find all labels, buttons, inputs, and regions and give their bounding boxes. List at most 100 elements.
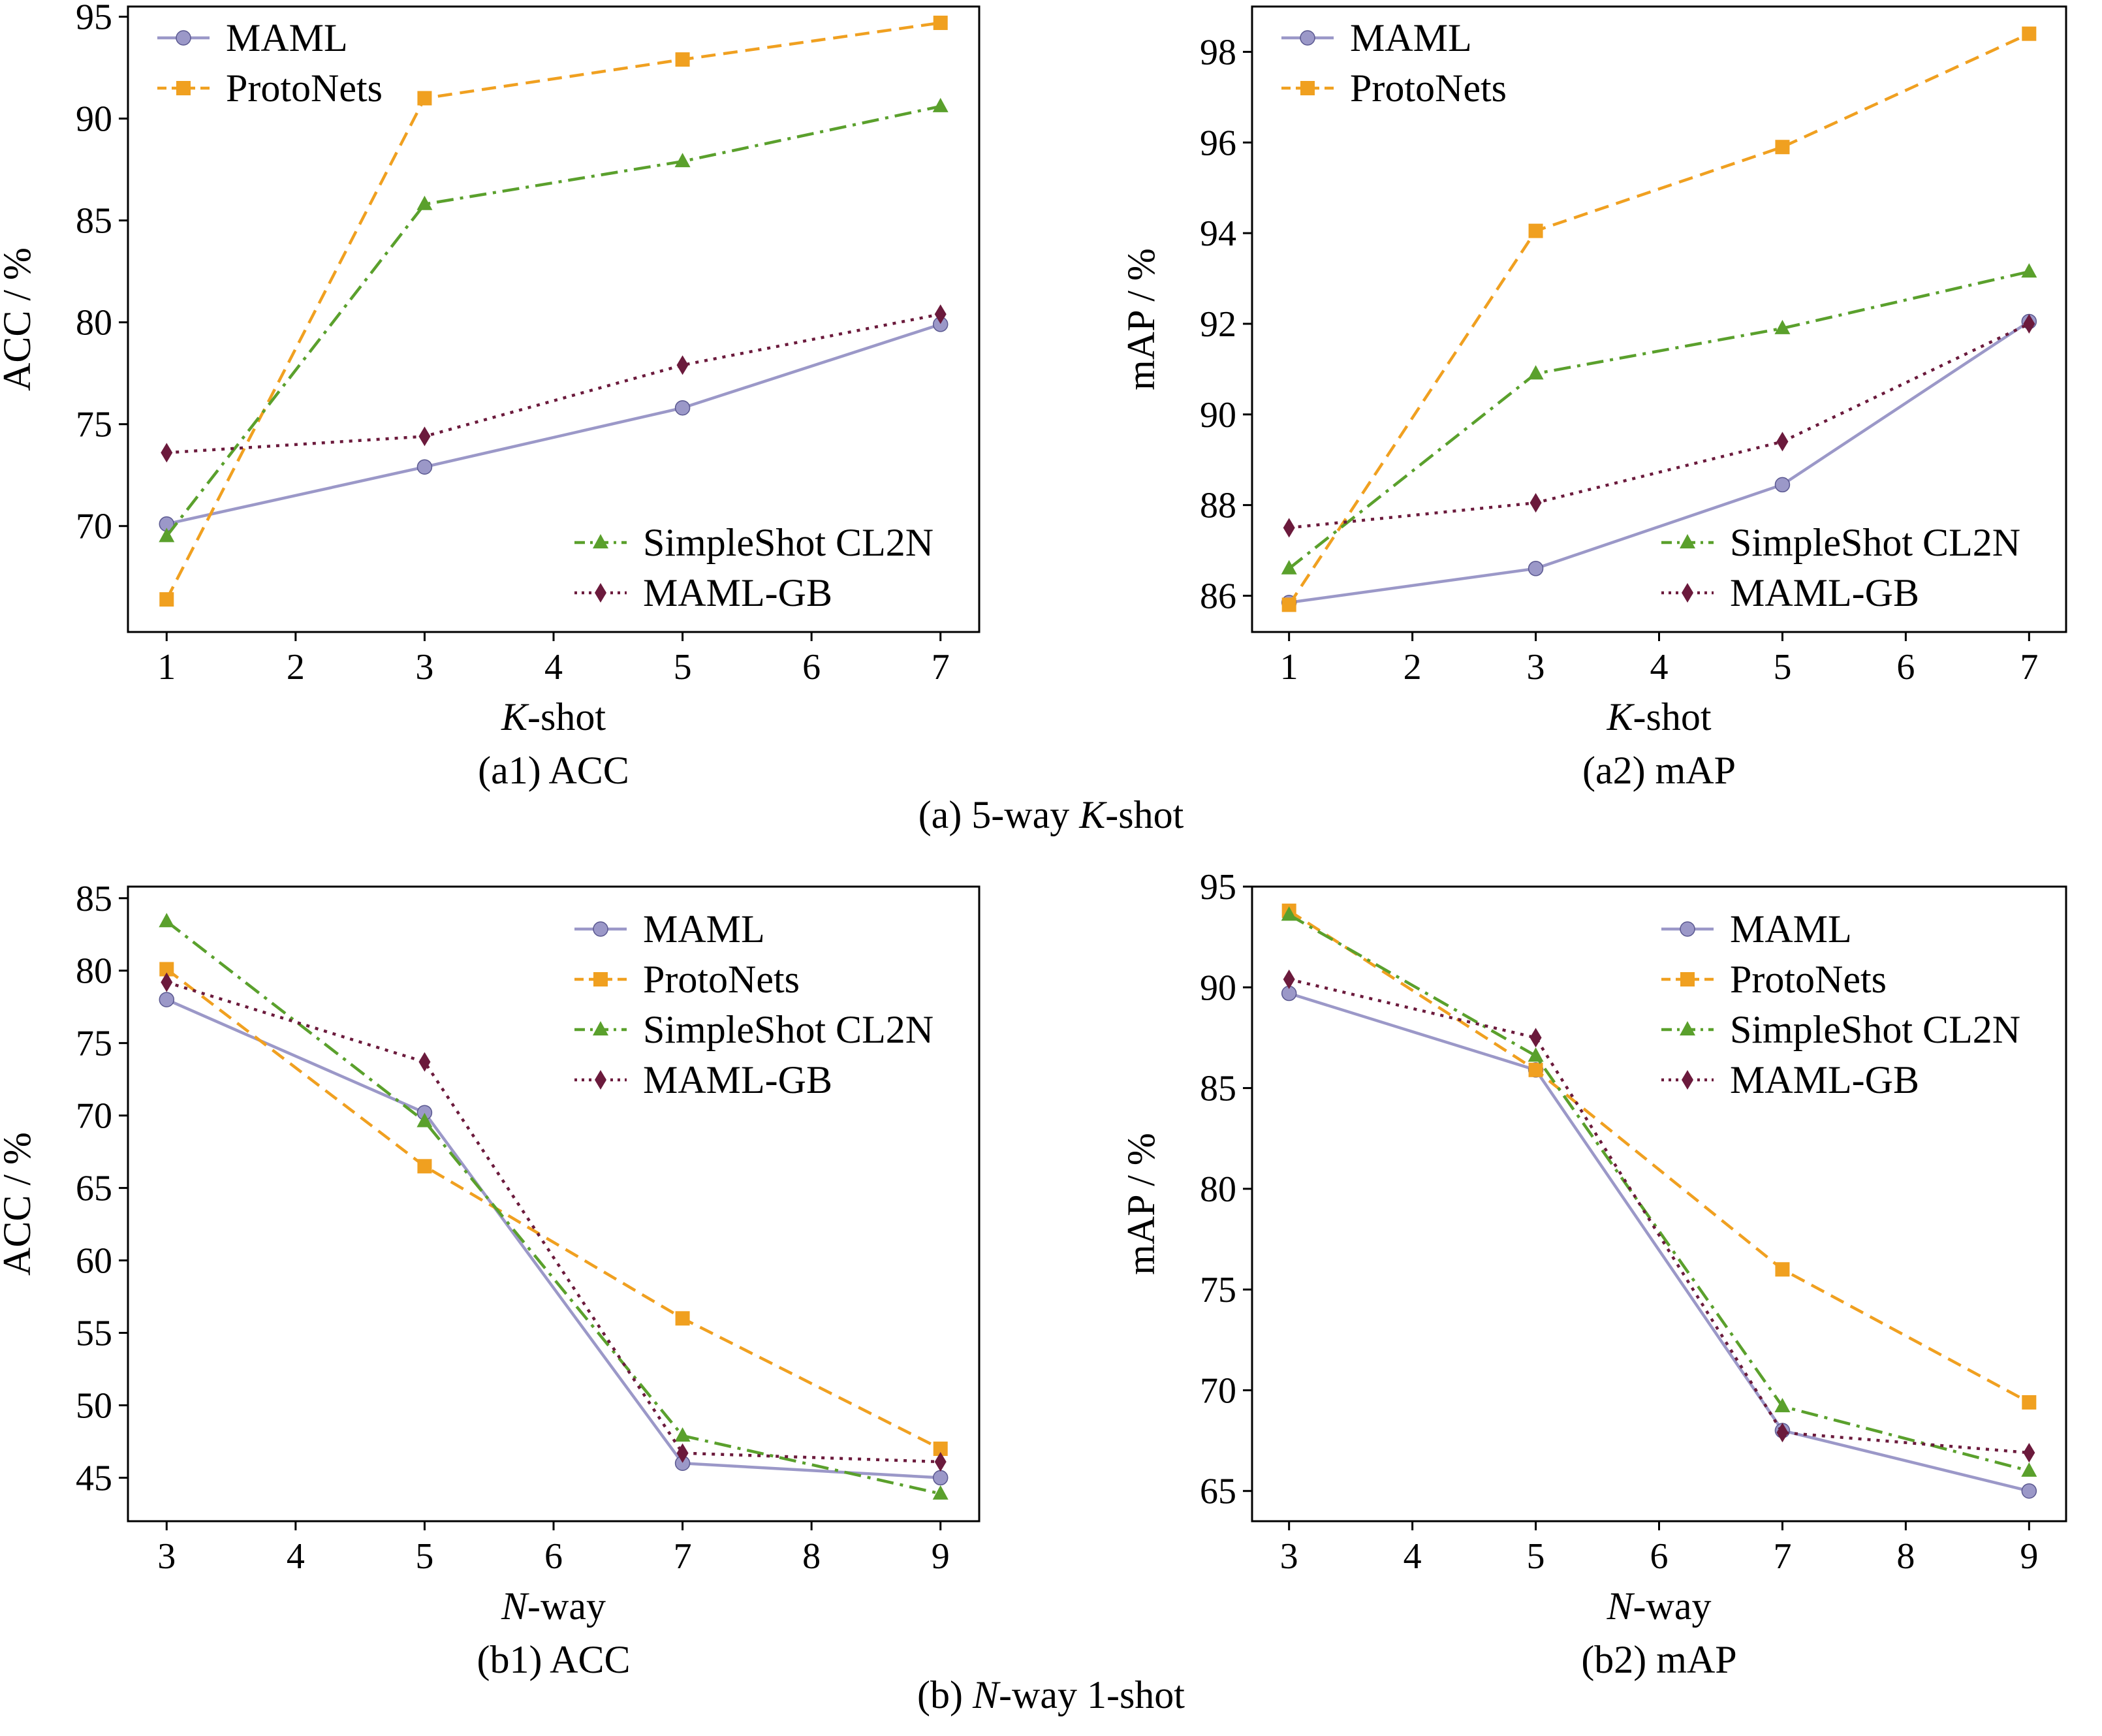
group-caption-prefix: (a) 5-way <box>918 793 1080 836</box>
y-tick-label: 95 <box>1200 867 1236 907</box>
x-tick-label: 4 <box>544 647 563 687</box>
x-tick-label: 5 <box>415 1536 433 1577</box>
data-point <box>159 913 175 928</box>
data-point <box>1776 432 1789 452</box>
x-tick-label: 9 <box>2020 1536 2038 1577</box>
y-tick-label: 88 <box>1200 486 1236 526</box>
legend-label: MAML <box>643 907 765 951</box>
x-axis-label-italic: N <box>501 1585 529 1628</box>
y-tick-label: 90 <box>1200 968 1236 1008</box>
legend-marker <box>593 972 608 986</box>
series-maml-gb <box>161 304 947 463</box>
series-protonets <box>159 15 948 607</box>
legend-marker <box>593 534 608 548</box>
legend-label: MAML-GB <box>1730 1058 1919 1101</box>
legend-label: ProtoNets <box>1350 67 1507 110</box>
x-tick-label: 2 <box>1404 647 1422 687</box>
series-maml-gb <box>161 972 947 1472</box>
x-tick-label: 9 <box>932 1536 950 1577</box>
legend-bottom-right: SimpleShot CL2N MAML-GB <box>1661 521 2020 614</box>
y-tick-label: 95 <box>76 0 112 38</box>
series-line <box>166 312 941 454</box>
x-axis-label-italic: K <box>1606 695 1635 738</box>
series-line <box>165 920 941 1496</box>
data-point <box>1281 906 1297 921</box>
x-tick-label: 7 <box>1773 1536 1791 1577</box>
legend-label: SimpleShot CL2N <box>1730 1008 2020 1051</box>
y-tick-label: 96 <box>1200 123 1236 163</box>
series-maml-gb <box>1283 313 2035 538</box>
x-tick-label: 4 <box>1650 647 1669 687</box>
x-axis-label-rest: -shot <box>1633 695 1712 738</box>
data-point <box>1283 518 1295 538</box>
y-tick-label: 70 <box>1200 1370 1236 1411</box>
x-tick-label: 5 <box>1773 647 1791 687</box>
x-tick-label: 3 <box>415 647 433 687</box>
legend-marker <box>1680 972 1695 986</box>
y-tick-label: 65 <box>76 1169 112 1209</box>
data-point <box>933 1442 948 1457</box>
series-line <box>1289 992 2030 1492</box>
legend-label: MAML <box>1350 16 1472 59</box>
legend-top-right: MAML ProtoNets SimpleShot CL2N MAML-GB <box>574 907 933 1101</box>
data-point <box>2023 313 2035 334</box>
x-tick-label: 5 <box>1527 1536 1545 1577</box>
series-maml <box>1281 313 2037 610</box>
y-tick-label: 75 <box>76 405 112 445</box>
y-tick-label: 80 <box>76 951 112 992</box>
data-point <box>1283 969 1295 989</box>
y-tick-label: 80 <box>1200 1169 1236 1210</box>
series-line <box>1288 270 2030 570</box>
group-caption-italic: K <box>1078 793 1107 836</box>
chart-a1: 1 2 3 4 5 6 7 70 75 80 85 90 95 K-shot ACC / % (a1) ACC… <box>0 0 980 792</box>
x-axis-label-rest: -way <box>527 1585 606 1628</box>
legend-bottom-right: SimpleShot CL2N MAML-GB <box>574 521 933 614</box>
legend-label: SimpleShot CL2N <box>643 1008 933 1051</box>
legend-marker <box>1682 1070 1693 1090</box>
x-tick-label: 8 <box>1896 1536 1915 1577</box>
legend-label: ProtoNets <box>643 958 800 1001</box>
data-point <box>934 1452 947 1472</box>
plot-frame <box>1251 885 2067 1523</box>
x-axis-label: N-way <box>1607 1585 1712 1628</box>
y-tick-label: 85 <box>1200 1069 1236 1109</box>
y-tick-label: 70 <box>76 507 112 547</box>
legend-marker <box>595 1070 606 1090</box>
data-point <box>2021 1462 2037 1477</box>
y-axis-label: mAP / % <box>1120 1133 1163 1275</box>
data-point <box>1528 561 1544 576</box>
legend-marker <box>595 583 606 603</box>
y-tick-label: 70 <box>76 1096 112 1137</box>
x-axis-label-rest: -way <box>1633 1585 1712 1628</box>
data-point <box>934 304 947 324</box>
x-tick-label: 7 <box>932 647 950 687</box>
data-point <box>1776 1423 1789 1443</box>
y-tick-label: 90 <box>76 99 112 140</box>
data-point <box>159 962 174 977</box>
series-line <box>1288 913 2030 1473</box>
data-point <box>1281 560 1297 575</box>
y-axis-label: mAP / % <box>1120 248 1163 390</box>
data-point <box>1528 223 1543 238</box>
y-tick-label: 45 <box>76 1458 112 1498</box>
group-caption-italic: N <box>972 1673 1001 1716</box>
y-axis-label: ACC / % <box>0 247 39 391</box>
series-protonets <box>159 962 948 1457</box>
legend-label: SimpleShot CL2N <box>643 521 933 564</box>
x-tick-label: 6 <box>802 647 821 687</box>
x-tick-label: 6 <box>1896 647 1915 687</box>
legend-marker <box>593 1021 608 1035</box>
x-axis-label-italic: K <box>501 695 529 738</box>
data-point <box>417 91 432 106</box>
data-point <box>1774 319 1791 334</box>
series-line <box>166 998 941 1479</box>
legend-marker <box>1680 534 1695 548</box>
series-line <box>1289 320 2030 605</box>
legend-marker <box>1680 1021 1695 1035</box>
y-tick-label: 98 <box>1200 32 1236 72</box>
legend-top-left: MAML ProtoNets <box>157 16 383 110</box>
data-point <box>2022 26 2037 41</box>
chart-b2: 3 4 5 6 7 8 9 65 70 75 80 85 90 95 N-way mAP / % (b2) mA… <box>1120 867 2067 1681</box>
